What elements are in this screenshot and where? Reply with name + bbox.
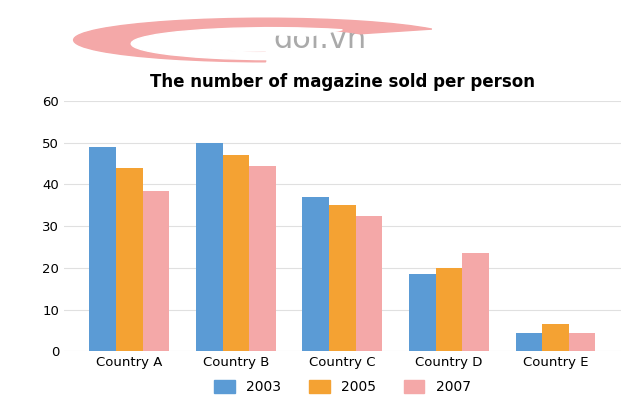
Bar	[116, 168, 143, 351]
Bar	[90, 147, 116, 351]
Bar	[303, 197, 329, 351]
Bar	[436, 268, 462, 351]
Wedge shape	[131, 27, 342, 60]
Bar	[516, 333, 542, 351]
Bar	[569, 333, 595, 351]
Legend: 2003, 2005, 2007: 2003, 2005, 2007	[209, 375, 476, 400]
Wedge shape	[74, 18, 432, 62]
Bar	[542, 324, 569, 351]
Bar	[223, 155, 249, 351]
Text: dol.vn: dol.vn	[273, 25, 367, 55]
Bar	[143, 191, 169, 351]
Title: The number of magazine sold per person: The number of magazine sold per person	[150, 73, 535, 91]
Bar	[356, 216, 382, 351]
Bar	[462, 253, 489, 351]
Bar	[329, 205, 356, 351]
Bar	[196, 143, 223, 351]
Bar	[249, 166, 276, 351]
Bar	[409, 274, 436, 351]
